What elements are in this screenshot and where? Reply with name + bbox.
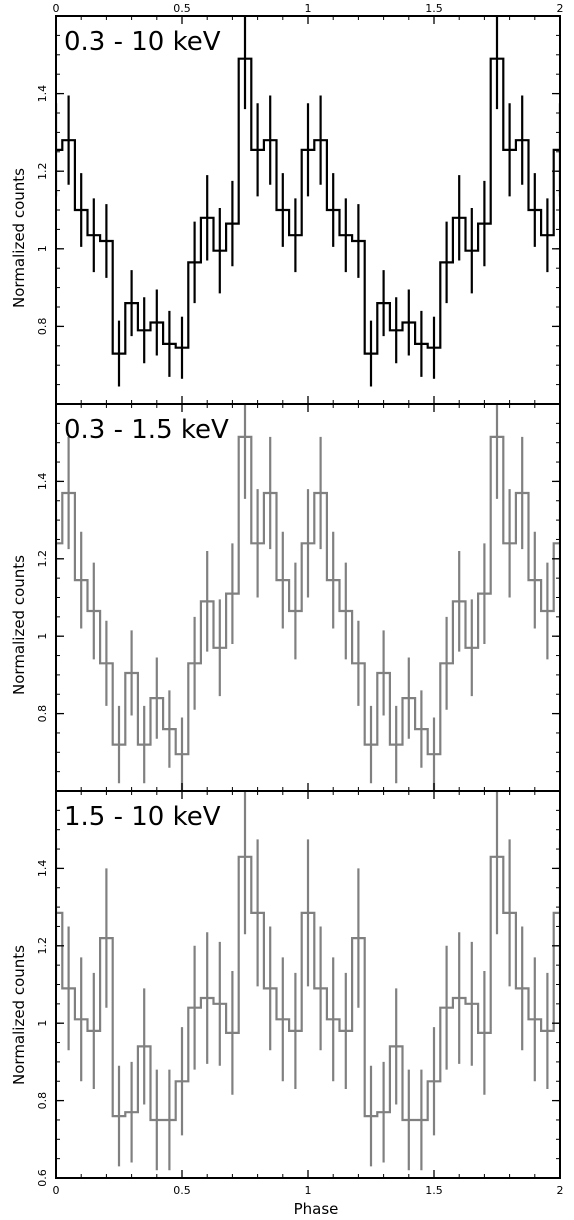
y-tick-label: 1.4 (36, 473, 49, 491)
x-tick-label-top: 2 (557, 2, 564, 15)
x-tick-label-bottom: 1.5 (425, 1184, 443, 1197)
panel-label-1: 0.3 - 10 keV (64, 27, 221, 57)
panel-label-3: 1.5 - 10 keV (64, 802, 221, 832)
step-curve-panel-1 (56, 57, 560, 355)
y-axis-label-panel-3: Normalized counts (10, 945, 28, 1085)
panel-label-2: 0.3 - 1.5 keV (64, 415, 229, 445)
y-axis-label-panel-2: Normalized counts (10, 555, 28, 695)
y-tick-label: 0.8 (36, 705, 49, 723)
y-axis-label-panel-1: Normalized counts (10, 168, 28, 308)
x-tick-label-bottom: 2 (557, 1184, 564, 1197)
y-tick-label: 1 (36, 245, 49, 252)
x-tick-label-top: 0.5 (173, 2, 191, 15)
y-tick-label: 0.8 (36, 1092, 49, 1110)
y-tick-label: 1 (36, 1020, 49, 1027)
y-tick-label: 1.2 (36, 550, 49, 568)
y-tick-label: 1.4 (36, 85, 49, 103)
step-curve-panel-3 (56, 855, 560, 1122)
x-tick-label-bottom: 0.5 (173, 1184, 191, 1197)
y-tick-label: 0.6 (36, 1169, 49, 1187)
x-tick-label-bottom: 0 (53, 1184, 60, 1197)
y-tick-label: 1.4 (36, 860, 49, 878)
x-tick-label-top: 1 (305, 2, 312, 15)
y-tick-label: 0.8 (36, 318, 49, 336)
y-tick-label: 1.2 (36, 162, 49, 180)
y-tick-label: 1.2 (36, 937, 49, 955)
x-tick-label-top: 1.5 (425, 2, 443, 15)
y-tick-label: 1 (36, 633, 49, 640)
step-curve-panel-2 (56, 435, 560, 756)
x-axis-label: Phase (294, 1200, 339, 1218)
x-tick-label-bottom: 1 (305, 1184, 312, 1197)
x-tick-label-top: 0 (53, 2, 60, 15)
